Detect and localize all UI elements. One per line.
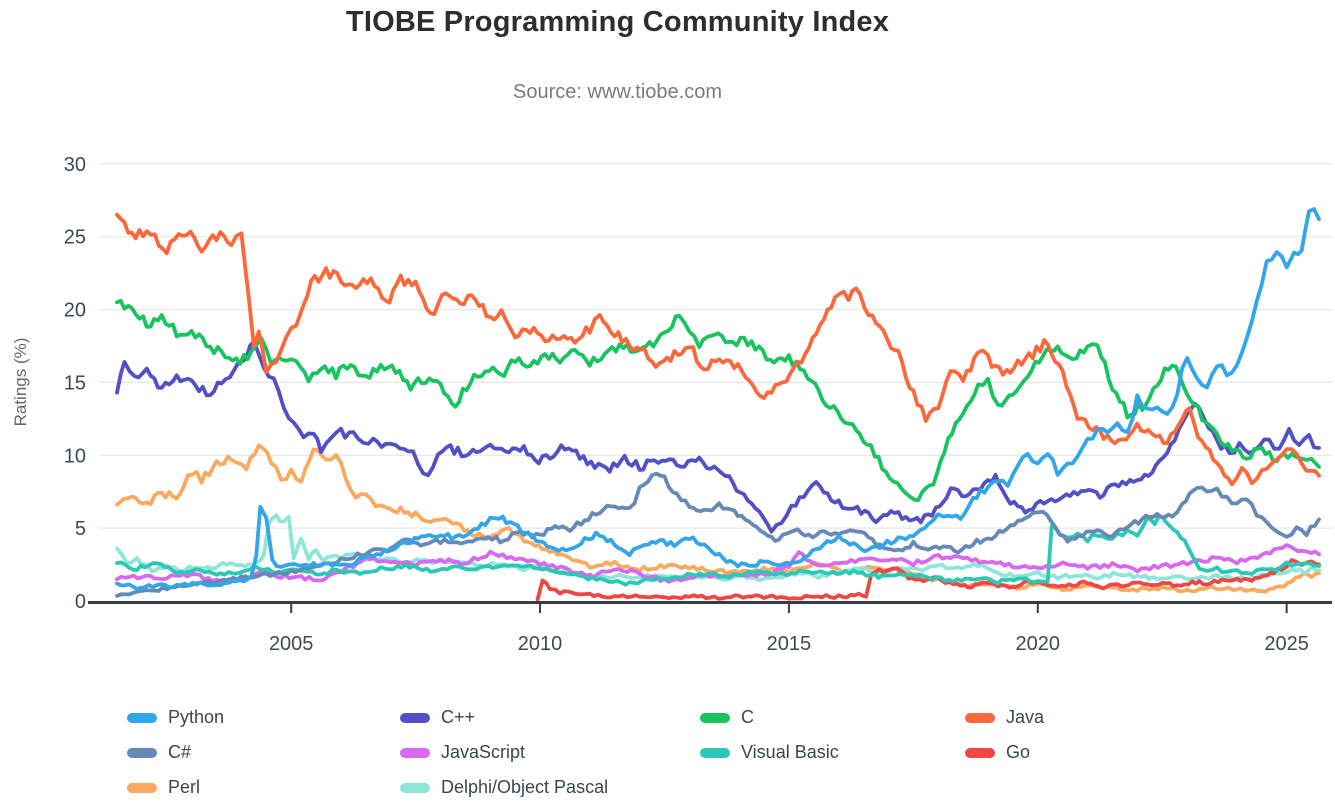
legend-swatch-csharp	[127, 747, 157, 758]
series-line-java[interactable]	[115, 212, 1321, 487]
x-tick-label: 2010	[518, 633, 563, 655]
legend-swatch-visual-basic	[700, 747, 730, 758]
legend-item-visual-basic[interactable]: Visual Basic	[700, 742, 965, 763]
legend-label-visual-basic: Visual Basic	[741, 742, 839, 762]
legend-item-csharp[interactable]: C#	[127, 742, 400, 763]
legend-item-perl[interactable]: Perl	[127, 777, 400, 798]
legend-label-python: Python	[168, 707, 225, 727]
legend-label-cpp: C++	[441, 707, 476, 727]
chart-subtitle: Source: www.tiobe.com	[513, 81, 722, 103]
legend-swatch-delphi	[400, 782, 430, 793]
series-line-perl[interactable]	[115, 443, 1321, 594]
legend-label-perl: Perl	[168, 777, 201, 797]
x-tick-label: 2005	[269, 633, 314, 655]
y-tick-label: 20	[64, 300, 86, 322]
plot-lines	[115, 207, 1321, 602]
series-line-cpp[interactable]	[115, 339, 1321, 534]
series-line-c[interactable]	[115, 298, 1321, 503]
y-tick-label: 25	[64, 227, 86, 249]
y-tick-label: 15	[64, 372, 86, 394]
legend-label-delphi: Delphi/Object Pascal	[441, 777, 609, 797]
y-tick-label: 5	[75, 518, 86, 540]
legend-swatch-c	[700, 712, 730, 723]
legend-item-python[interactable]: Python	[127, 707, 400, 728]
y-tick-label: 30	[64, 154, 86, 176]
legend-swatch-java	[965, 712, 995, 723]
legend-swatch-python	[127, 712, 157, 723]
legend-item-c[interactable]: C	[700, 707, 965, 728]
x-tick-label: 2025	[1264, 633, 1309, 655]
x-tick-label: 2015	[767, 633, 812, 655]
y-tick-label: 0	[75, 591, 86, 613]
legend-item-go[interactable]: Go	[965, 742, 1185, 763]
y-axis-labels: 0 5 10 15 20 25 30	[64, 154, 86, 613]
legend-label-csharp: C#	[168, 742, 192, 762]
page-title: TIOBE Programming Community Index	[345, 6, 890, 38]
legend-label-java: Java	[1006, 707, 1045, 727]
legend-swatch-cpp	[400, 712, 430, 723]
legend-item-cpp[interactable]: C++	[400, 707, 700, 728]
legend-swatch-perl	[127, 782, 157, 793]
y-tick-label: 10	[64, 445, 86, 467]
legend-item-javascript[interactable]: JavaScript	[400, 742, 700, 763]
legend-item-java[interactable]: Java	[965, 707, 1185, 728]
y-axis-title: Ratings (%)	[11, 338, 30, 427]
chart-legend: Python C++ C Java C# JavaScript Visual Basic Go…	[127, 700, 1185, 805]
x-tick-label: 2020	[1016, 633, 1061, 655]
series-line-visual-basic[interactable]	[115, 514, 1321, 587]
series-line-python[interactable]	[115, 207, 1321, 591]
x-axis: 2005 2010 2015 2020 2025	[88, 601, 1332, 655]
legend-label-go: Go	[1006, 742, 1031, 762]
legend-swatch-javascript	[400, 747, 430, 758]
legend-item-delphi[interactable]: Delphi/Object Pascal	[400, 777, 700, 798]
legend-label-c: C	[741, 707, 754, 727]
legend-swatch-go	[965, 747, 995, 758]
legend-label-javascript: JavaScript	[441, 742, 526, 762]
